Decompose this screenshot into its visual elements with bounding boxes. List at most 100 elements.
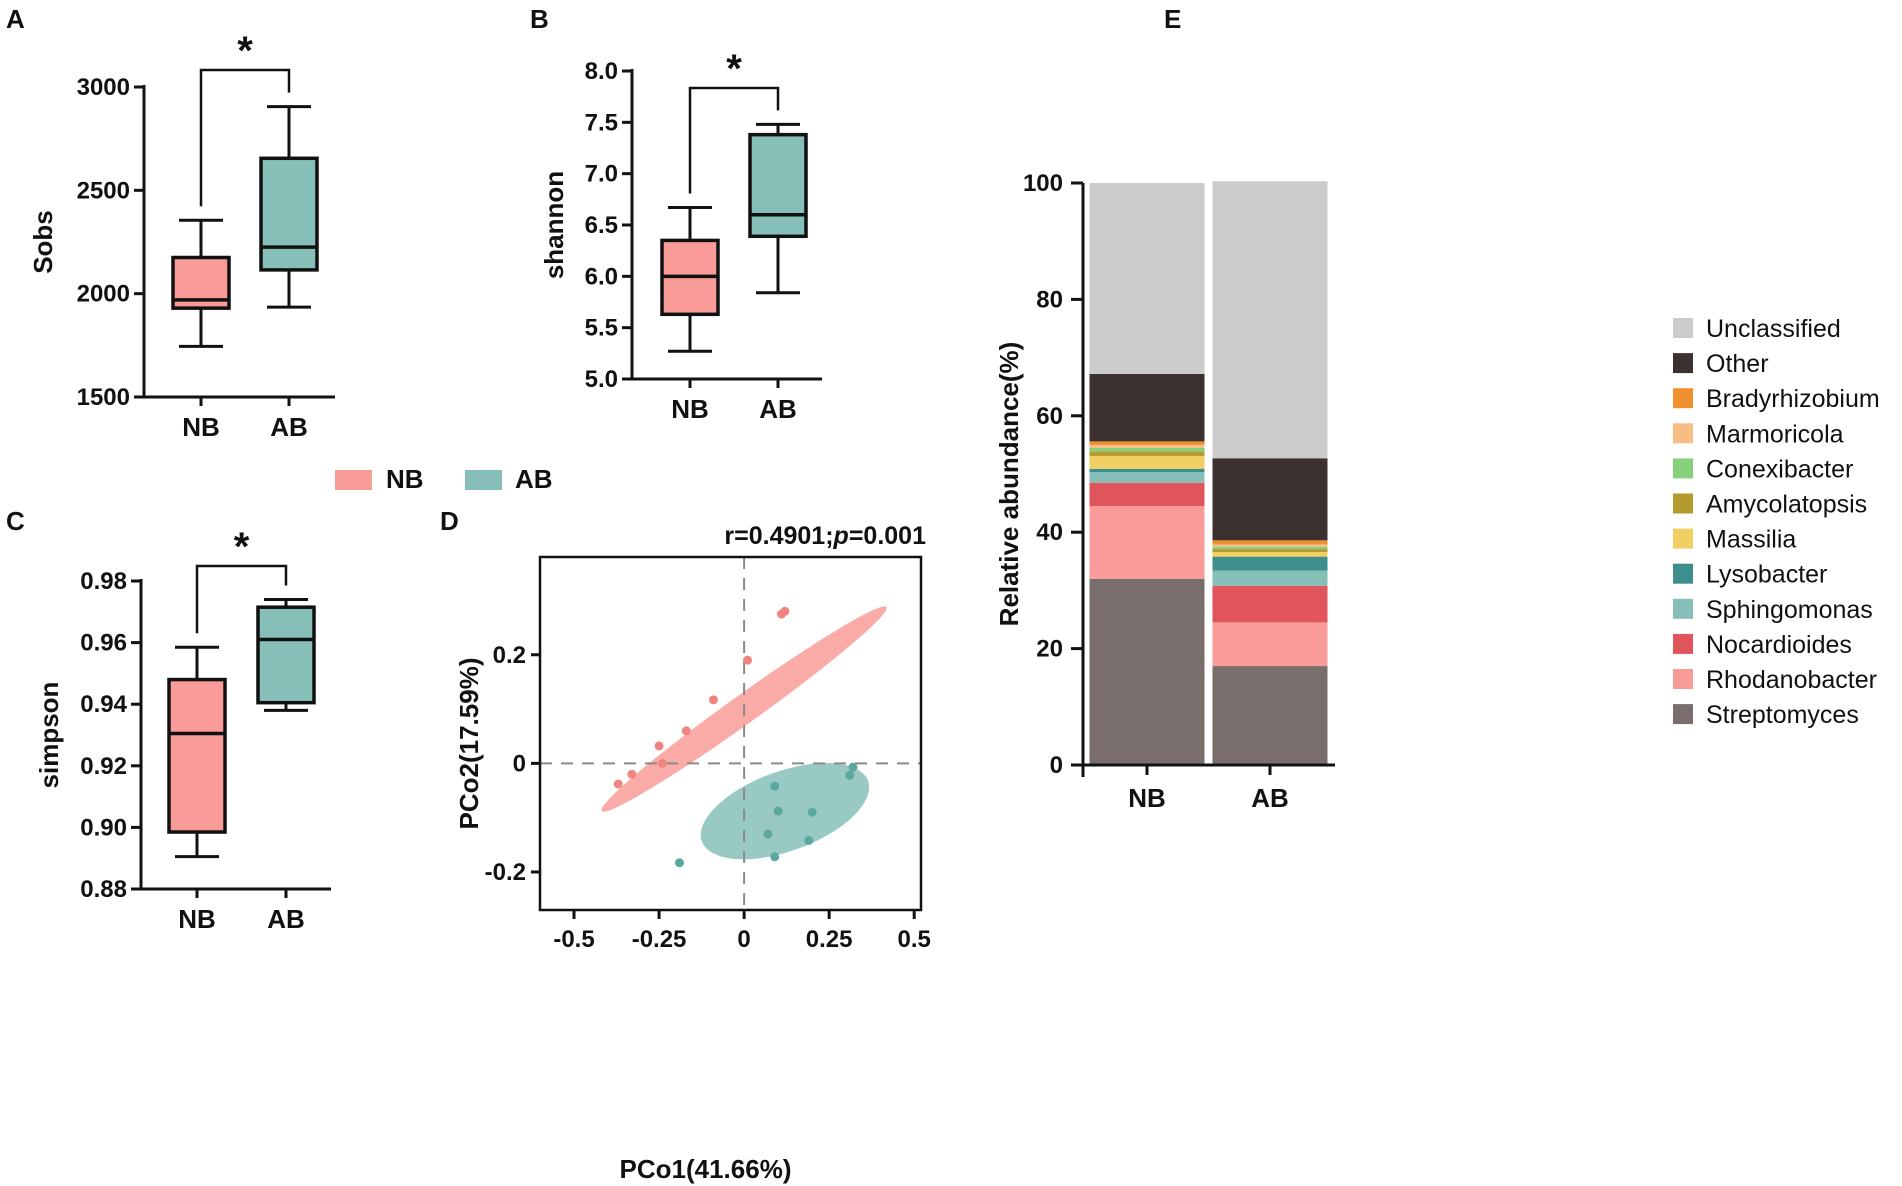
panel-label: A (6, 4, 25, 34)
bar-segment-rhodanobacter (1212, 622, 1328, 667)
bar-segment-amycolatopsis (1089, 451, 1205, 456)
legend-label: Massilia (1706, 526, 1796, 554)
scatter-point-ab (770, 852, 780, 862)
scatter-point-nb (708, 695, 718, 705)
significance-bracket (199, 68, 291, 207)
y-tick-label: 0 (513, 750, 526, 777)
scatter-point-nb (613, 779, 623, 789)
panel-c: C 0.88 0.90 0.92 0.94 0.96 0.98 simpson NB AB * (6, 506, 331, 934)
x-tick-label: -0.5 (553, 926, 594, 953)
scatter-point-nb (743, 655, 753, 665)
x-tick-label: AB (759, 394, 797, 424)
legend-label: Amycolatopsis (1706, 491, 1867, 519)
bar-segment-conexibacter (1089, 447, 1205, 452)
stack-legend: Unclassified Other Bradyrhizobium Marmorico… (1673, 315, 1880, 729)
y-tick-label: 2500 (77, 177, 130, 204)
group-legend: NB AB (335, 464, 553, 494)
y-tick-label: 0.96 (80, 630, 127, 657)
panel-label: B (530, 4, 549, 34)
legend-swatch (1673, 704, 1693, 725)
significance-bracket (688, 86, 780, 194)
y-axis-label: Relative abundance(%) (994, 342, 1024, 627)
box-ab (256, 605, 316, 705)
y-tick-label: 80 (1036, 286, 1063, 313)
bar-segment-sphingomonas (1089, 472, 1205, 483)
legend-label: Bradyrhizobium (1706, 385, 1880, 413)
x-axis-label: PCo1(41.66%) (620, 1154, 792, 1184)
bar-segment-nocardioides (1089, 482, 1205, 507)
y-tick-label: 3000 (77, 74, 130, 101)
bar-segment-rhodanobacter (1089, 506, 1205, 579)
scatter-point-ab (804, 835, 814, 845)
bar-segment-conexibacter (1212, 546, 1328, 550)
bar-segment-massilia (1089, 455, 1205, 469)
bar-segment-streptomyces (1212, 666, 1328, 765)
bar-segment-amycolatopsis (1212, 549, 1328, 552)
plot-frame (538, 555, 923, 912)
legend-label: Conexibacter (1706, 455, 1853, 483)
x-tick-label: NB (671, 394, 709, 424)
box-ab (748, 132, 808, 239)
legend-label-nb: NB (386, 464, 424, 494)
scatter-point-ab (807, 807, 817, 817)
correlation-annotation: r=0.4901;p=0.001 (724, 522, 926, 550)
box-nb (167, 677, 227, 834)
scatter-point-nb (681, 726, 691, 736)
scatter-point-nb (627, 769, 637, 779)
legend-swatch (1673, 633, 1693, 654)
bar-segment-sphingomonas (1212, 570, 1328, 586)
y-axis-label: PCo2(17.59%) (454, 658, 484, 830)
x-tick-label: 0 (737, 926, 750, 953)
legend-label: Other (1706, 350, 1769, 378)
legend-label: Unclassified (1706, 315, 1841, 343)
y-tick-label: 6.5 (585, 212, 618, 239)
panel-label: D (440, 506, 459, 536)
bar-segment-unclassified (1212, 181, 1328, 459)
significance-star: * (234, 525, 250, 569)
legend-label: Streptomyces (1706, 701, 1859, 729)
bar-segment-streptomyces (1089, 578, 1205, 765)
scatter-point-ab (845, 770, 855, 780)
bar-segment-other (1212, 458, 1328, 541)
legend-swatch (1673, 388, 1693, 409)
legend-swatch-ab (465, 470, 502, 490)
panel-label: C (6, 506, 25, 536)
x-tick-label: -0.25 (632, 926, 687, 953)
scatter-point-nb (654, 741, 664, 751)
bar-segment-marmoricola (1212, 544, 1328, 547)
y-axis-label: shannon (539, 171, 569, 279)
bar-segment-nocardioides (1212, 585, 1328, 623)
significance-star: * (237, 29, 253, 73)
y-tick-label: 1500 (77, 384, 130, 411)
legend-label: Marmoricola (1706, 420, 1844, 448)
x-tick-label: AB (267, 904, 305, 934)
legend-label: Nocardioides (1706, 631, 1852, 659)
significance-bracket (195, 564, 288, 634)
legend-swatch (1673, 423, 1693, 444)
bar-segment-massilia (1212, 551, 1328, 557)
x-tick-label: NB (182, 412, 220, 442)
y-tick-label: 6.0 (585, 263, 618, 290)
y-tick-label: 0.88 (80, 876, 127, 903)
y-axis-label: Sobs (28, 210, 58, 274)
x-tick-label: AB (1251, 783, 1289, 813)
y-tick-label: 0.92 (80, 753, 127, 780)
x-tick-label: NB (1128, 783, 1166, 813)
y-tick-label: 100 (1023, 170, 1063, 197)
bar-segment-lysobacter (1089, 468, 1205, 473)
legend-label: Sphingomonas (1706, 596, 1873, 624)
scatter-point-nb (780, 606, 790, 616)
legend-swatch (1673, 353, 1693, 374)
y-tick-label: 5.0 (585, 366, 618, 393)
bar-segment-other (1089, 373, 1205, 442)
scatter-point-nb (657, 758, 667, 768)
bar-segment-bradyrhizobium (1089, 441, 1205, 445)
y-tick-label: 7.5 (585, 109, 618, 136)
significance-star: * (726, 47, 742, 91)
y-tick-label: -0.2 (485, 859, 526, 886)
y-tick-label: 60 (1036, 403, 1063, 430)
y-tick-label: 0.98 (80, 568, 127, 595)
legend-swatch (1673, 669, 1693, 689)
